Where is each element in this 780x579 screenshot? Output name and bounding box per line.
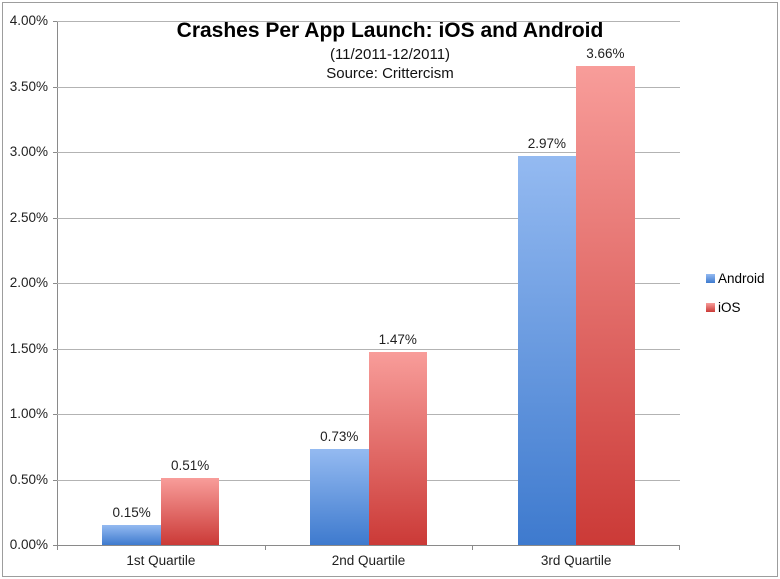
chart-header: Crashes Per App Launch: iOS and Android … [0,18,780,83]
gridline [57,348,680,350]
legend-label-android: Android [718,271,765,286]
data-label-android-1: 0.15% [112,505,151,521]
gridline [57,217,680,219]
bar-ios-3rd-quartile [576,65,635,545]
y-axis-tick-label: 2.50% [9,209,48,225]
y-axis-tick-label: 3.00% [9,144,48,159]
y-axis-tick-label: 3.50% [9,78,48,94]
y-axis-tick [53,414,57,415]
chart-source: Source: Crittercism [326,65,454,82]
y-axis-tick [53,21,57,22]
legend-label-ios: iOS [718,300,741,315]
legend: Android iOS [706,271,765,329]
gridline [57,21,680,22]
x-axis-line [57,545,680,546]
plot-area: 0.00% 0.50% 1.00% 1.50% 2.00% 2.50% 3.00% 3.50%… [10,13,680,568]
y-axis-tick-label: 0.00% [9,537,48,552]
data-label-android-2: 0.73% [320,429,359,445]
y-axis-tick-label: 1.50% [9,340,48,356]
gridline [57,86,680,88]
data-label-android-3: 2.97% [527,135,567,151]
bar-ios-2nd-quartile [368,352,427,545]
gridline [57,283,680,284]
gridline [57,152,680,153]
bar-ios-1st-quartile [160,478,220,545]
y-axis-tick-label: 0.50% [9,471,48,487]
data-label-ios-2: 1.47% [378,332,417,348]
category-label-3: 3rd Quartile [540,553,612,568]
y-axis-tick-label: 4.00% [9,13,48,28]
bar-android-2nd-quartile [310,449,369,545]
x-axis-tick [264,545,266,550]
x-axis-tick [472,545,474,550]
chart-subtitle: (11/2011-12/2011) [329,46,451,63]
bar-android-3rd-quartile [517,155,577,545]
x-axis-tick [57,545,58,550]
android-swatch-icon [706,274,715,283]
y-axis-tick [53,545,57,546]
y-axis-tick [53,283,57,284]
ios-swatch-icon [706,303,715,312]
y-axis-tick [53,152,57,153]
y-axis-tick [53,348,57,350]
legend-item-android: Android [706,271,765,286]
x-axis-tick [679,545,680,550]
category-label-1: 1st Quartile [126,553,196,568]
y-axis-tick-label: 1.00% [9,406,48,421]
legend-item-ios: iOS [706,300,765,315]
y-axis-tick [53,86,57,88]
category-label-2: 2nd Quartile [331,553,406,568]
bar-android-1st-quartile [102,525,161,545]
y-axis-tick-label: 2.00% [9,275,48,290]
data-label-ios-1: 0.51% [170,458,210,474]
y-axis-tick [53,479,57,481]
data-label-ios-3: 3.66% [586,45,625,61]
y-axis-tick [53,217,57,219]
chart-title: Crashes Per App Launch: iOS and Android [176,19,604,42]
